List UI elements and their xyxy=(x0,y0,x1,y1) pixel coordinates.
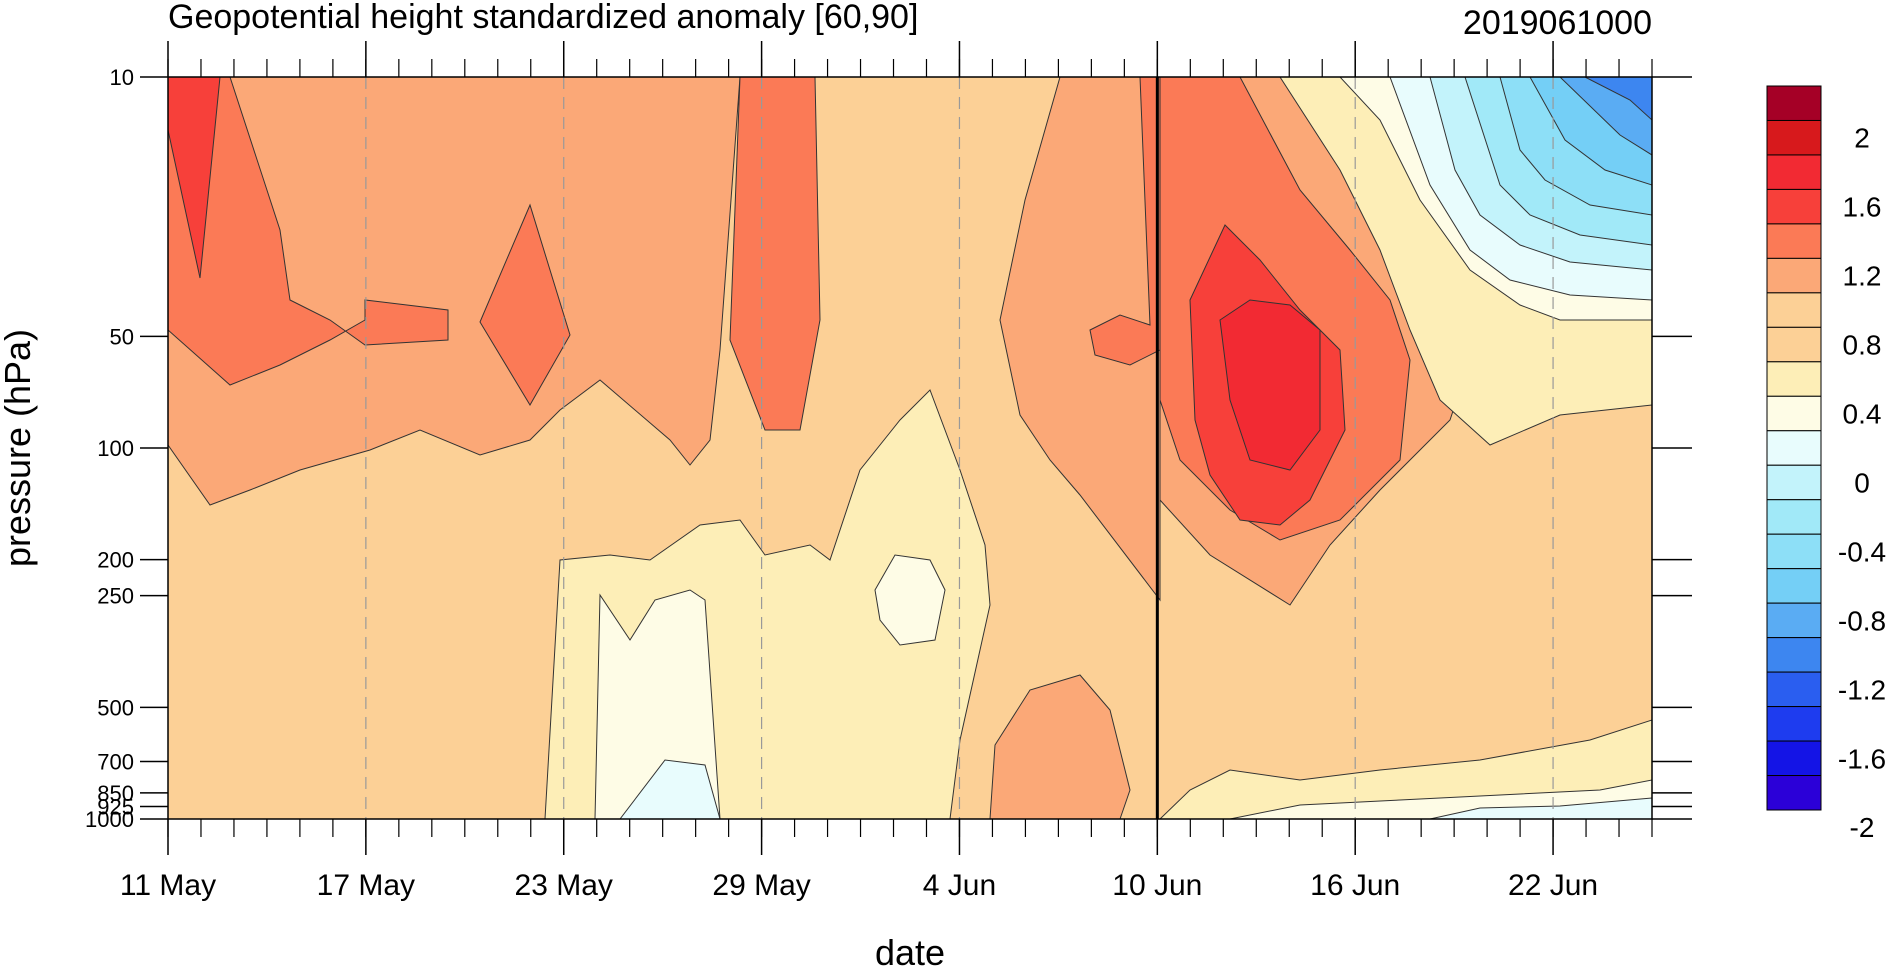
x-tick-label: 4 Jun xyxy=(923,869,996,902)
y-tick-label: 250 xyxy=(97,584,134,609)
y-axis-title: pressure (hPa) xyxy=(0,329,38,567)
colorbar-swatch xyxy=(1766,188,1822,225)
y-tick-label: 500 xyxy=(97,695,134,720)
colorbar-label: -0.8 xyxy=(1838,605,1886,636)
contour-band-negative-surface xyxy=(619,759,721,819)
colorbar-label: 0.8 xyxy=(1843,330,1882,361)
x-tick-label: 11 May xyxy=(120,869,216,902)
contour-band-1.2-1.6-left xyxy=(168,77,449,386)
colorbar-swatch xyxy=(1766,326,1822,363)
colorbar-swatch xyxy=(1766,430,1822,466)
contour-band-0-0.4-lower xyxy=(594,589,721,819)
colorbar-label: -2 xyxy=(1850,812,1875,843)
x-tick-label: 23 May xyxy=(515,869,613,902)
x-tick-label: 16 Jun xyxy=(1310,869,1400,902)
y-tick-label: 10 xyxy=(110,65,134,90)
colorbar-label: -1.2 xyxy=(1838,674,1886,705)
colorbar-swatch xyxy=(1766,223,1822,259)
colorbar-label: 2 xyxy=(1854,123,1870,154)
contour-bubble-jun2 xyxy=(874,554,946,646)
colorbar-swatch xyxy=(1766,361,1822,397)
y-tick-label: 50 xyxy=(110,324,134,349)
y-tick-label: 850 xyxy=(97,781,134,806)
colorbar-label: 0 xyxy=(1854,467,1870,498)
colorbar-swatch xyxy=(1766,395,1822,432)
colorbar-swatch xyxy=(1766,533,1822,570)
x-tick-label: 29 May xyxy=(712,869,810,902)
colorbar-swatch xyxy=(1766,740,1822,777)
colorbar-label: -1.6 xyxy=(1838,743,1886,774)
colorbar: 2 1.6 1.2 0.8 0.4 0 -0.4 -0.8 -1.2 -1.6 -2 xyxy=(1766,85,1886,843)
x-axis: 11 May 17 May 23 May 29 May 4 Jun 10 Jun 16 Ju… xyxy=(120,41,1653,902)
contour-band-max-center xyxy=(1219,299,1321,471)
colorbar-swatch xyxy=(1766,257,1822,294)
contour-band-1.2-1.6-jun8 xyxy=(1089,77,1161,366)
x-tick-label: 17 May xyxy=(317,869,415,902)
colorbar-label: 0.4 xyxy=(1843,399,1882,430)
colorbar-swatch xyxy=(1766,499,1822,535)
colorbar-swatch xyxy=(1766,568,1822,604)
colorbar-swatch xyxy=(1766,85,1822,121)
colorbar-label: 1.6 xyxy=(1843,192,1882,223)
colorbar-label: -0.4 xyxy=(1838,536,1886,567)
y-tick-label: 200 xyxy=(97,548,134,573)
date-stamp: 2019061000 xyxy=(1463,4,1652,42)
y-tick-label: 925 xyxy=(97,794,134,819)
colorbar-swatch xyxy=(1766,119,1822,156)
x-tick-label: 22 Jun xyxy=(1508,869,1598,902)
y-tick-label: 100 xyxy=(97,436,134,461)
colorbar-swatch xyxy=(1766,292,1822,328)
colorbar-label: 1.2 xyxy=(1843,261,1882,292)
colorbar-swatch xyxy=(1766,154,1822,190)
colorbar-swatch xyxy=(1766,671,1822,708)
colorbar-swatch xyxy=(1766,706,1822,742)
chart-title: Geopotential height standardized anomaly… xyxy=(168,0,918,36)
colorbar-swatch xyxy=(1766,637,1822,673)
colorbar-swatch xyxy=(1766,602,1822,639)
contour-band-0.8-1.2-left xyxy=(168,77,741,506)
contour-blob-jun6 xyxy=(989,674,1131,819)
y-tick-label: 1000 xyxy=(85,807,134,832)
x-axis-title: date xyxy=(875,932,945,969)
y-tick-label: 700 xyxy=(97,750,134,775)
colorbar-swatch xyxy=(1766,464,1822,501)
contour-band-1.6-2.0-may11 xyxy=(168,77,221,279)
contour-band-1.2-1.6-may28 xyxy=(729,77,821,431)
contour-plot-area xyxy=(168,77,1652,819)
contour-band-negative-lower-right xyxy=(1429,797,1652,819)
contour-diamond-20-may xyxy=(479,203,571,406)
colorbar-swatch xyxy=(1766,775,1822,811)
contour-band-neg1.2-neg1.4-upper-right xyxy=(1584,77,1652,121)
x-tick-label: 10 Jun xyxy=(1112,869,1202,902)
